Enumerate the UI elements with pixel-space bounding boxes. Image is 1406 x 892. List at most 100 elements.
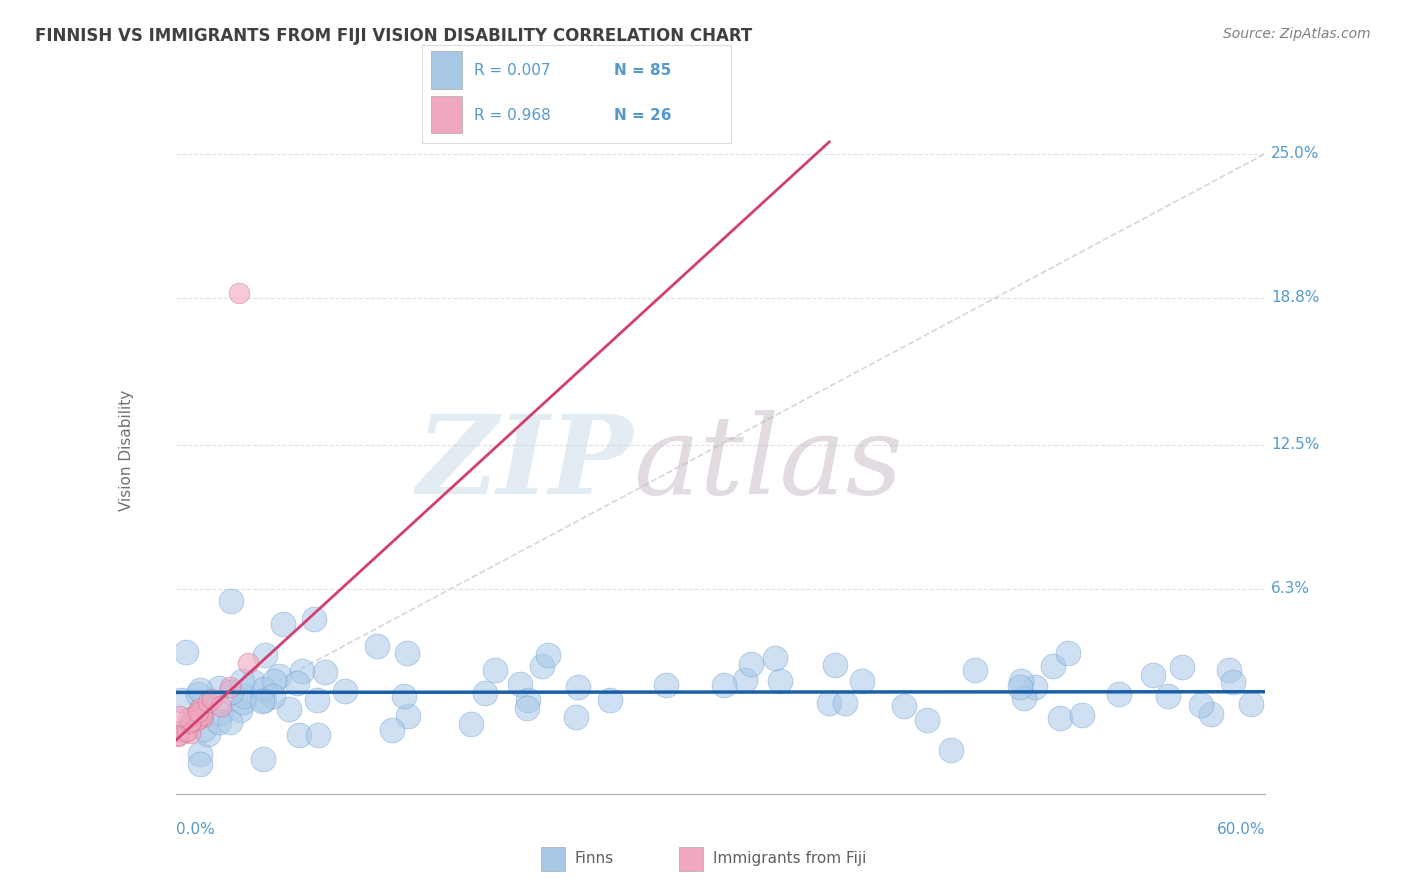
Point — [763, 650, 786, 665]
Point — [186, 713, 208, 727]
Point — [209, 698, 232, 713]
Point — [242, 674, 264, 689]
Point — [1042, 658, 1064, 673]
Text: 0.0%: 0.0% — [176, 822, 215, 837]
Text: atlas: atlas — [633, 410, 903, 518]
Point — [305, 693, 328, 707]
Point — [509, 677, 531, 691]
Text: ZIP: ZIP — [416, 410, 633, 518]
Point — [599, 693, 621, 707]
Point — [187, 701, 209, 715]
Text: N = 26: N = 26 — [613, 108, 671, 123]
Text: Vision Disability: Vision Disability — [120, 390, 134, 511]
Point — [169, 709, 191, 723]
Point — [893, 698, 915, 713]
Text: Immigrants from Fiji: Immigrants from Fiji — [713, 852, 866, 866]
Point — [254, 648, 277, 662]
Point — [228, 286, 250, 301]
Point — [1049, 710, 1071, 724]
Point — [1056, 646, 1078, 660]
Point — [565, 710, 588, 724]
Point — [291, 665, 314, 679]
Point — [174, 645, 197, 659]
Text: R = 0.007: R = 0.007 — [474, 62, 551, 78]
Point — [174, 725, 197, 739]
Point — [1142, 668, 1164, 682]
Point — [396, 709, 419, 723]
Point — [193, 695, 215, 709]
Point — [176, 723, 198, 738]
Point — [187, 706, 209, 720]
Point — [188, 682, 211, 697]
Point — [176, 711, 198, 725]
Point — [474, 686, 496, 700]
Point — [1222, 674, 1244, 689]
Point — [190, 705, 212, 719]
Point — [740, 657, 762, 672]
Point — [187, 687, 209, 701]
Point — [941, 743, 963, 757]
Point — [817, 696, 839, 710]
Point — [169, 693, 191, 707]
Point — [769, 674, 792, 689]
Text: FINNISH VS IMMIGRANTS FROM FIJI VISION DISABILITY CORRELATION CHART: FINNISH VS IMMIGRANTS FROM FIJI VISION D… — [35, 27, 752, 45]
Text: Finns: Finns — [575, 852, 614, 866]
Point — [228, 703, 250, 717]
Point — [1170, 660, 1192, 674]
Point — [285, 676, 308, 690]
Point — [963, 663, 986, 677]
Point — [187, 712, 209, 726]
Point — [1189, 698, 1212, 712]
Point — [252, 752, 274, 766]
Point — [263, 673, 285, 688]
Point — [166, 728, 188, 742]
Point — [271, 616, 294, 631]
Point — [231, 674, 253, 689]
Point — [1010, 673, 1032, 688]
Point — [392, 690, 415, 704]
Point — [197, 726, 219, 740]
Point — [1240, 697, 1263, 711]
Point — [395, 646, 418, 660]
Text: N = 85: N = 85 — [613, 62, 671, 78]
Point — [186, 712, 208, 726]
Point — [834, 696, 856, 710]
Point — [851, 673, 873, 688]
Point — [1070, 707, 1092, 722]
Point — [183, 709, 205, 723]
Point — [824, 658, 846, 673]
Point — [537, 648, 560, 662]
Text: Source: ZipAtlas.com: Source: ZipAtlas.com — [1223, 27, 1371, 41]
Text: 60.0%: 60.0% — [1218, 822, 1265, 837]
Point — [516, 701, 538, 715]
Point — [307, 728, 329, 742]
Point — [915, 713, 938, 727]
Point — [209, 706, 232, 720]
Point — [262, 689, 284, 703]
FancyBboxPatch shape — [432, 95, 463, 133]
Point — [1199, 706, 1222, 721]
Text: 6.3%: 6.3% — [1271, 582, 1310, 597]
Point — [1218, 663, 1240, 677]
FancyBboxPatch shape — [432, 52, 463, 89]
Point — [381, 723, 404, 738]
Point — [302, 612, 325, 626]
Point — [713, 678, 735, 692]
FancyBboxPatch shape — [541, 847, 565, 871]
Point — [1108, 687, 1130, 701]
Point — [188, 756, 211, 771]
Point — [531, 659, 554, 673]
Point — [208, 681, 231, 695]
Point — [252, 682, 274, 697]
Point — [191, 710, 214, 724]
Point — [181, 709, 204, 723]
Point — [219, 681, 242, 695]
Point — [516, 693, 538, 707]
Text: R = 0.968: R = 0.968 — [474, 108, 551, 123]
Point — [232, 689, 254, 703]
Point — [221, 593, 243, 607]
Point — [734, 673, 756, 688]
Point — [269, 669, 291, 683]
Point — [366, 639, 388, 653]
Point — [167, 724, 190, 739]
